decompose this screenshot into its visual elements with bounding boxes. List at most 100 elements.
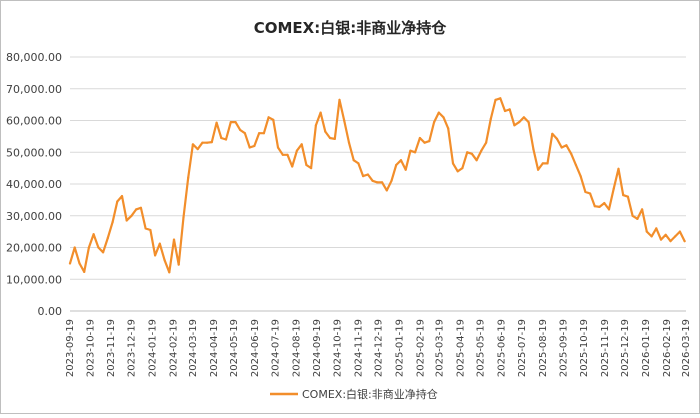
data-point bbox=[215, 121, 218, 124]
data-point bbox=[291, 165, 294, 168]
y-tick-label: 30,000.00 bbox=[6, 210, 62, 223]
data-point bbox=[352, 159, 355, 162]
chart-title: COMEX:白银:非商业净持仓 bbox=[254, 19, 447, 37]
data-point bbox=[343, 119, 346, 122]
data-point bbox=[68, 262, 72, 265]
data-point bbox=[243, 132, 246, 135]
data-point bbox=[485, 141, 488, 144]
x-tick-label: 2023-10-19 bbox=[85, 319, 96, 377]
data-point bbox=[201, 141, 204, 144]
x-tick-label: 2025-04-19 bbox=[455, 319, 466, 377]
data-point bbox=[522, 116, 526, 119]
x-tick-label: 2024-12-19 bbox=[374, 319, 385, 377]
data-point bbox=[234, 121, 237, 124]
data-point bbox=[494, 98, 497, 101]
x-tick-label: 2025-07-19 bbox=[517, 319, 528, 377]
data-point bbox=[395, 163, 398, 167]
data-point bbox=[636, 217, 639, 220]
data-points bbox=[68, 97, 686, 274]
data-point bbox=[589, 192, 592, 195]
data-point bbox=[371, 179, 374, 182]
data-point bbox=[347, 141, 351, 144]
data-point bbox=[276, 146, 280, 149]
data-point bbox=[480, 149, 483, 152]
x-tick-label: 2026-01-19 bbox=[641, 319, 652, 377]
data-point bbox=[466, 151, 469, 154]
y-tick-label: 0.00 bbox=[38, 305, 63, 318]
data-point bbox=[503, 109, 507, 113]
y-tick-label: 40,000.00 bbox=[6, 178, 62, 191]
data-point bbox=[607, 208, 611, 211]
data-point bbox=[433, 121, 436, 124]
data-point bbox=[451, 162, 455, 165]
data-point bbox=[239, 128, 242, 132]
data-point bbox=[135, 208, 138, 211]
data-point bbox=[116, 200, 119, 203]
data-point bbox=[537, 168, 540, 171]
data-point bbox=[659, 238, 663, 241]
data-point bbox=[73, 246, 76, 249]
data-point bbox=[149, 228, 152, 232]
data-point bbox=[224, 138, 228, 141]
x-tick-label: 2024-02-19 bbox=[168, 319, 179, 377]
data-point bbox=[310, 167, 313, 170]
data-point bbox=[437, 111, 440, 114]
data-point bbox=[182, 216, 185, 219]
data-point bbox=[338, 98, 341, 101]
data-point bbox=[139, 206, 142, 209]
data-point bbox=[678, 230, 682, 233]
data-point bbox=[210, 141, 213, 144]
data-point bbox=[508, 108, 511, 111]
x-tick-label: 2024-04-19 bbox=[209, 319, 220, 377]
data-point bbox=[669, 240, 672, 243]
data-point bbox=[655, 227, 658, 230]
x-tick-label: 2024-10-19 bbox=[332, 319, 343, 377]
data-point bbox=[518, 121, 521, 124]
x-tick-label: 2026-03-19 bbox=[681, 319, 692, 377]
data-point bbox=[120, 195, 124, 198]
data-point bbox=[565, 144, 568, 147]
y-tick-label: 70,000.00 bbox=[6, 83, 62, 96]
data-point bbox=[295, 149, 298, 152]
y-tick-label: 10,000.00 bbox=[6, 273, 62, 286]
data-point bbox=[163, 259, 166, 262]
data-point bbox=[258, 132, 261, 135]
data-point bbox=[390, 179, 393, 182]
data-point bbox=[617, 167, 620, 170]
data-point bbox=[281, 153, 284, 156]
x-tick-label: 2025-01-19 bbox=[395, 319, 406, 377]
data-point bbox=[83, 270, 86, 273]
x-tick-label: 2024-09-19 bbox=[312, 319, 323, 377]
x-tick-label: 2025-02-19 bbox=[416, 319, 427, 377]
data-point bbox=[555, 137, 559, 140]
data-point bbox=[470, 152, 473, 155]
data-point bbox=[641, 208, 644, 211]
data-point bbox=[92, 233, 95, 236]
data-point bbox=[499, 97, 502, 100]
data-point bbox=[267, 116, 270, 119]
y-tick-label: 50,000.00 bbox=[6, 146, 62, 159]
data-point bbox=[626, 195, 630, 198]
data-point bbox=[603, 202, 606, 205]
data-point bbox=[418, 136, 421, 140]
data-point bbox=[447, 127, 450, 130]
data-point bbox=[187, 176, 190, 179]
data-point bbox=[570, 152, 573, 155]
data-point bbox=[551, 132, 554, 135]
data-point bbox=[674, 235, 677, 238]
y-tick-label: 80,000.00 bbox=[6, 51, 62, 64]
x-tick-label: 2025-03-19 bbox=[434, 319, 445, 377]
data-point bbox=[168, 271, 171, 274]
x-tick-label: 2025-12-19 bbox=[620, 319, 631, 377]
data-point bbox=[475, 159, 478, 162]
x-tick-label: 2025-10-19 bbox=[579, 319, 590, 377]
x-tick-label: 2025-06-19 bbox=[497, 319, 508, 377]
data-point bbox=[414, 151, 417, 154]
data-point bbox=[158, 242, 161, 245]
data-point bbox=[248, 146, 251, 149]
legend: COMEX:白银:非商业净持仓 bbox=[270, 387, 438, 401]
x-tick-label: 2023-11-19 bbox=[106, 319, 117, 377]
data-point bbox=[102, 251, 105, 254]
data-point bbox=[319, 111, 322, 114]
